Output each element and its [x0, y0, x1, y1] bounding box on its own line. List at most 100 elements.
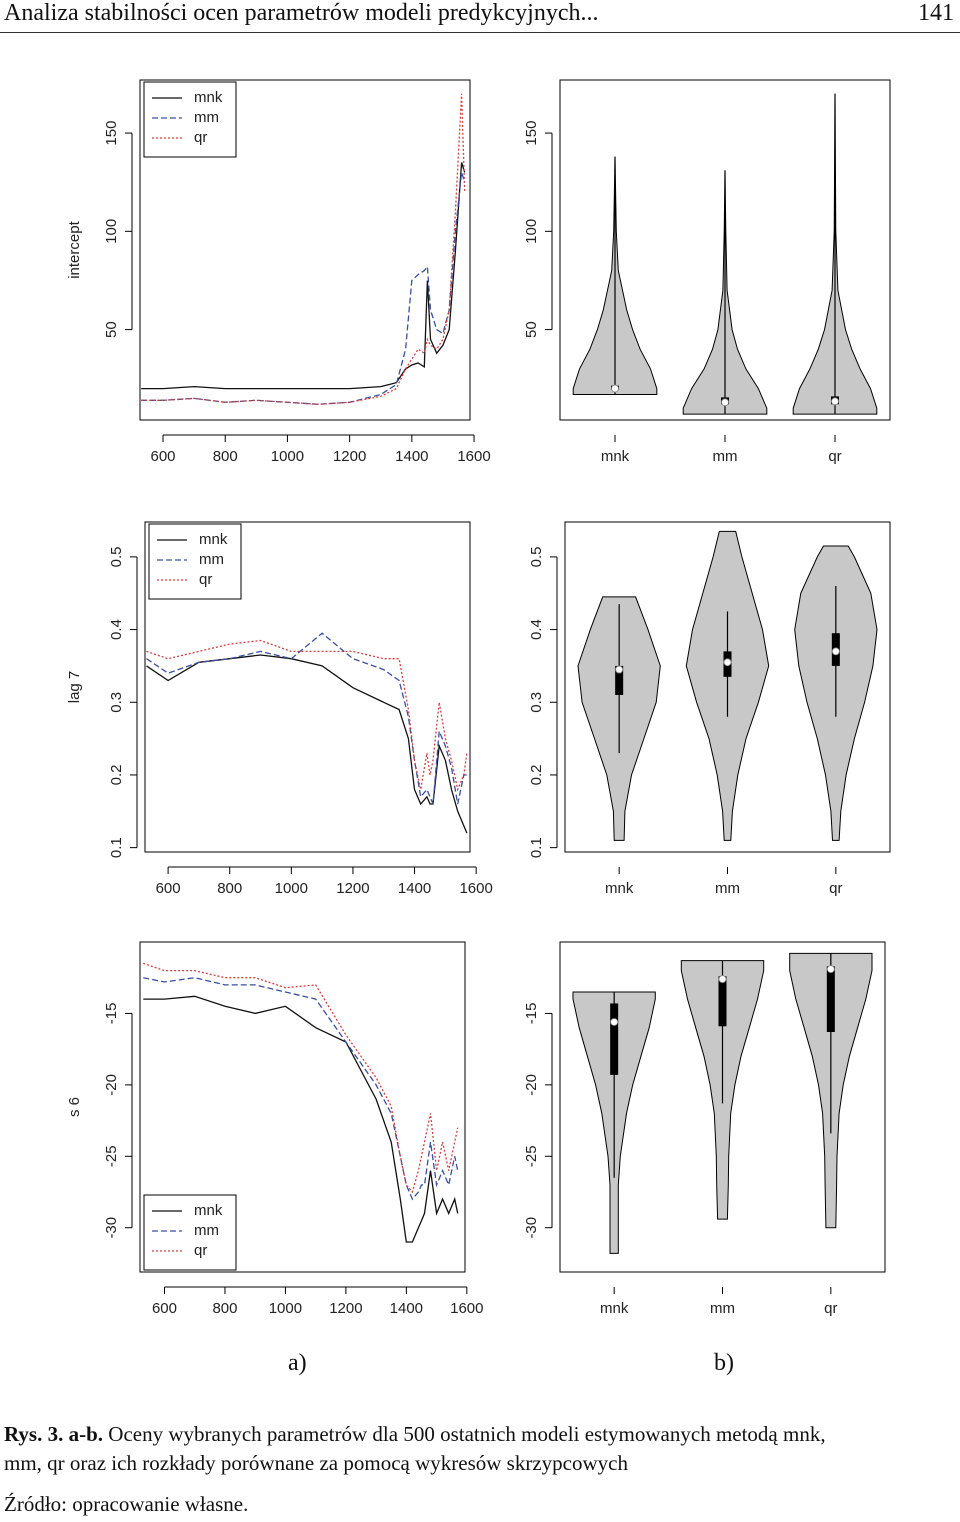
median [718, 975, 727, 984]
median [826, 965, 835, 974]
series-line [146, 654, 468, 834]
y-tick-label: -25 [523, 1145, 540, 1167]
iqr-box [826, 966, 835, 1032]
plot-frame [139, 79, 471, 421]
x-tick-label: mm [715, 880, 740, 897]
legend-label: mnk [199, 531, 228, 548]
y-tick-label: 0.3 [528, 692, 545, 713]
y-tick-label: 0.5 [528, 546, 545, 567]
y-axis-label: intercept [66, 220, 83, 278]
y-tick-label: 0.2 [108, 765, 125, 786]
y-tick-label: 50 [523, 321, 540, 338]
x-tick-label: 800 [213, 448, 238, 465]
series-line [146, 639, 468, 792]
x-tick-label: qr [828, 448, 841, 465]
header-rule [0, 32, 960, 33]
plot-frame [564, 521, 891, 853]
y-tick-label: 150 [103, 121, 120, 146]
series-line [146, 632, 467, 805]
x-tick-label: 1400 [390, 1300, 423, 1317]
y-tick-label: 0.2 [528, 765, 545, 786]
legend-box [143, 81, 237, 158]
legend-label: mm [194, 109, 219, 126]
median [723, 658, 732, 667]
plot-frame [559, 79, 891, 421]
y-tick-label: -15 [523, 1003, 540, 1025]
plot-frame [144, 521, 471, 853]
x-tick-label: 1000 [275, 880, 308, 897]
median [831, 397, 839, 406]
legend-label: mm [194, 1222, 219, 1239]
iqr-box [615, 665, 624, 695]
x-tick-label: 1400 [395, 448, 428, 465]
legend-label: mnk [194, 89, 223, 106]
y-tick-label: 150 [523, 121, 540, 146]
y-tick-label: 100 [103, 219, 120, 244]
running-title: Analiza stabilności ocen parametrów mode… [4, 0, 599, 26]
y-tick-label: 50 [103, 321, 120, 338]
caption-label: Rys. 3. a-b. [4, 1422, 104, 1446]
series-line [143, 995, 459, 1243]
x-tick-label: 600 [152, 1300, 177, 1317]
y-axis-label: s 6 [66, 1097, 83, 1117]
panel-label: a) [288, 1350, 307, 1376]
plot-frame [559, 941, 886, 1273]
x-tick-label: 1200 [329, 1300, 362, 1317]
x-tick-label: qr [824, 1300, 837, 1317]
x-tick-label: 1400 [398, 880, 431, 897]
median [610, 1018, 619, 1026]
x-tick-label: mnk [600, 1300, 629, 1317]
x-tick-label: 1200 [333, 448, 366, 465]
legend-label: mnk [194, 1202, 223, 1219]
y-tick-label: -30 [103, 1217, 120, 1239]
caption-source: Źródło: opracowanie własne. [4, 1492, 249, 1516]
y-tick-label: -25 [103, 1145, 120, 1167]
x-tick-label: mm [713, 448, 738, 465]
x-tick-label: 1600 [459, 880, 492, 897]
y-tick-label: 100 [523, 219, 540, 244]
y-tick-label: -30 [523, 1217, 540, 1239]
x-tick-label: mnk [601, 448, 630, 465]
y-axis-label: lag 7 [66, 671, 83, 704]
x-tick-label: 1000 [269, 1300, 302, 1317]
legend-label: mm [199, 551, 224, 568]
y-tick-label: 0.3 [108, 692, 125, 713]
x-tick-label: mnk [605, 880, 634, 897]
x-tick-label: 600 [156, 880, 181, 897]
series-line [143, 977, 459, 1201]
series-line [141, 162, 466, 390]
plot-frame [139, 941, 466, 1273]
median [831, 647, 840, 656]
x-tick-label: mm [710, 1300, 735, 1317]
y-tick-label: 0.4 [108, 619, 125, 640]
legend-box [143, 1194, 237, 1271]
median [721, 398, 729, 407]
y-tick-label: 0.4 [528, 619, 545, 640]
y-tick-label: -15 [103, 1003, 120, 1025]
panel-label: b) [714, 1350, 734, 1376]
x-tick-label: 800 [212, 1300, 237, 1317]
page-number: 141 [918, 0, 954, 26]
x-tick-label: 1600 [450, 1300, 483, 1317]
legend-label: qr [194, 129, 207, 146]
x-tick-label: 1200 [336, 880, 369, 897]
y-tick-label: 0.1 [108, 837, 125, 858]
x-tick-label: 600 [151, 448, 176, 465]
caption: Rys. 3. a-b. Oceny wybranych parametrów … [4, 1420, 854, 1478]
legend-label: qr [199, 571, 212, 588]
x-tick-label: 1000 [271, 448, 304, 465]
median [611, 384, 619, 393]
caption-text: Oceny wybranych parametrów dla 500 ostat… [4, 1422, 826, 1475]
y-tick-label: -20 [103, 1074, 120, 1096]
y-tick-label: -20 [523, 1074, 540, 1096]
legend-box [148, 523, 242, 600]
series-line [143, 962, 459, 1194]
x-tick-label: qr [829, 880, 842, 897]
x-tick-label: 1600 [457, 448, 490, 465]
iqr-box [610, 1003, 619, 1075]
iqr-box [718, 976, 727, 1027]
legend-label: qr [194, 1242, 207, 1259]
x-tick-label: 800 [217, 880, 242, 897]
